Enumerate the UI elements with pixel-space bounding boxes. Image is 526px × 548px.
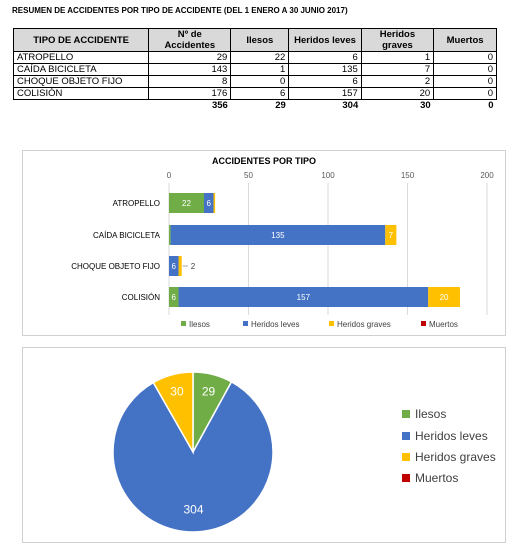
table-cell: 143 xyxy=(148,63,232,76)
legend-label-heridos-leves: Heridos leves xyxy=(415,429,488,443)
bar-chart-panel: ACCIDENTES POR TIPO 0 50 100 150 200 ATROPELLO… xyxy=(22,150,506,336)
table-cell: 29 xyxy=(148,51,232,64)
data-label: 6 xyxy=(207,199,212,208)
summary-title: RESUMEN DE ACCIDENTES POR TIPO DE ACCIDE… xyxy=(12,6,348,15)
header-muertos: Muertos xyxy=(433,28,497,52)
legend-label-muertos: Muertos xyxy=(415,471,458,485)
legend-swatch-heridos-graves xyxy=(402,453,410,461)
table-header-row: TIPO DE ACCIDENTE Nº de Accidentes Ileso… xyxy=(12,28,497,52)
table-cell: 176 xyxy=(148,87,232,100)
table-cell: 8 xyxy=(148,75,232,88)
pie-chart: 29 304 30 Ilesos Heridos leves Heridos graves… xyxy=(112,371,496,533)
table-row: ATROPELLO 29 22 6 1 0 xyxy=(12,51,497,64)
header-tipo: TIPO DE ACCIDENTE xyxy=(12,28,150,52)
x-tick-label: 150 xyxy=(401,171,415,180)
x-tick-label: 200 xyxy=(480,171,494,180)
bar-segment-heridos-graves xyxy=(385,225,397,245)
pie-data-label: 29 xyxy=(202,385,216,399)
bar-segment-heridos-leves xyxy=(203,193,214,213)
table-cell: CHOQUE OBJETO FIJO xyxy=(12,75,150,88)
pie-slice-heridos-graves xyxy=(152,371,194,455)
data-label: 22 xyxy=(182,199,191,208)
table-cell: 7 xyxy=(360,63,435,76)
total-cell: 304 xyxy=(342,100,359,111)
bar-segment-ilesos xyxy=(169,225,171,245)
bar-segment-heridos-leves xyxy=(169,256,179,276)
bar-chart: ACCIDENTES POR TIPO 0 50 100 150 200 ATROPELLO… xyxy=(71,156,494,329)
table-cell: 22 xyxy=(230,51,290,64)
table-cell: 157 xyxy=(288,87,362,100)
table-cell: 6 xyxy=(288,51,362,64)
bar-segment-heridos-graves xyxy=(428,287,460,307)
total-cell: 29 xyxy=(275,100,286,111)
legend-swatch-ilesos xyxy=(181,321,186,326)
legend-swatch-heridos-leves xyxy=(402,432,410,440)
table-row: CAÍDA BICICLETA 143 1 135 7 0 xyxy=(12,63,497,76)
legend-label-heridos-graves: Heridos graves xyxy=(337,320,391,329)
table-cell: 0 xyxy=(230,75,290,88)
bar-segment-heridos-graves xyxy=(178,256,182,276)
pie-data-label: 304 xyxy=(183,503,203,517)
chart-title: ACCIDENTES POR TIPO xyxy=(212,156,316,166)
total-cell: 0 xyxy=(488,100,494,111)
summary-table: TIPO DE ACCIDENTE Nº de Accidentes Ileso… xyxy=(12,28,497,112)
table-cell: COLISIÓN xyxy=(12,87,150,100)
data-label: 157 xyxy=(297,293,311,302)
table-row: CHOQUE OBJETO FIJO 8 0 6 2 0 xyxy=(12,75,497,88)
table-cell: 0 xyxy=(433,63,497,76)
total-cell: 30 xyxy=(420,100,431,111)
data-label: 2 xyxy=(191,262,196,271)
table-cell: 1 xyxy=(360,51,435,64)
category-label: ATROPELLO xyxy=(113,199,160,208)
category-label: CHOQUE OBJETO FIJO xyxy=(71,262,160,271)
legend-swatch-muertos xyxy=(421,321,426,326)
table-cell: 135 xyxy=(288,63,362,76)
table-cell: 20 xyxy=(360,87,435,100)
category-label: CAÍDA BICICLETA xyxy=(93,231,161,240)
pie-data-label: 30 xyxy=(170,385,184,399)
legend-label-muertos: Muertos xyxy=(429,320,458,329)
table-cell: CAÍDA BICICLETA xyxy=(12,63,150,76)
legend-swatch-heridos-graves xyxy=(329,321,334,326)
table-cell: 2 xyxy=(360,75,435,88)
legend-swatch-heridos-leves xyxy=(243,321,248,326)
data-label: 135 xyxy=(271,231,285,240)
table-cell: ATROPELLO xyxy=(12,51,150,64)
legend-label-ilesos: Ilesos xyxy=(189,320,210,329)
bar-segment-ilesos xyxy=(169,193,204,213)
data-label: 7 xyxy=(389,231,394,240)
bar-segment-heridos-leves xyxy=(178,287,429,307)
legend-swatch-muertos xyxy=(402,474,410,482)
bar-segment-heridos-leves xyxy=(170,225,386,245)
header-ilesos: Ilesos xyxy=(230,28,290,52)
data-label: 6 xyxy=(172,262,177,271)
legend-label-heridos-leves: Heridos leves xyxy=(251,320,299,329)
data-label: 20 xyxy=(440,293,449,302)
table-row: COLISIÓN 176 6 157 20 0 xyxy=(12,87,497,100)
table-cell: 6 xyxy=(288,75,362,88)
header-numero: Nº de Accidentes xyxy=(148,28,232,52)
x-tick-label: 50 xyxy=(244,171,253,180)
pie-slice-heridos-leves xyxy=(112,380,274,533)
legend-label-heridos-graves: Heridos graves xyxy=(415,450,496,464)
pie-chart-panel: 29 304 30 Ilesos Heridos leves Heridos graves… xyxy=(22,347,506,543)
bar-segment-ilesos xyxy=(169,287,179,307)
x-tick-label: 0 xyxy=(167,171,172,180)
x-tick-label: 100 xyxy=(321,171,335,180)
table-cell: 0 xyxy=(433,51,497,64)
bar-segment-heridos-graves xyxy=(213,193,216,213)
category-label: COLISIÓN xyxy=(122,293,160,302)
table-cell: 6 xyxy=(230,87,290,100)
header-heridos-graves: Heridos graves xyxy=(360,28,435,52)
table-cell: 1 xyxy=(230,63,290,76)
legend-swatch-ilesos xyxy=(402,410,410,418)
total-cell: 356 xyxy=(211,100,228,111)
table-cell xyxy=(14,100,149,112)
table-cell: 0 xyxy=(433,87,497,100)
header-heridos-leves: Heridos leves xyxy=(288,28,362,52)
legend-label-ilesos: Ilesos xyxy=(415,407,446,421)
data-label: 6 xyxy=(172,293,177,302)
totals-row: 356 29 304 30 0 xyxy=(14,100,497,112)
table-cell: 0 xyxy=(433,75,497,88)
